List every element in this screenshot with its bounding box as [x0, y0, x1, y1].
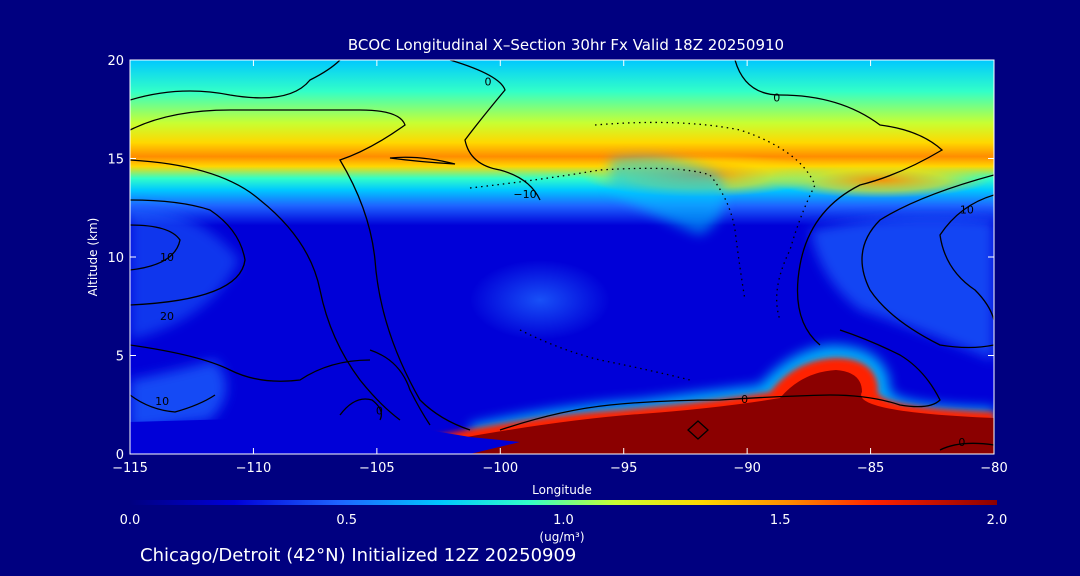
contour-line	[339, 398, 383, 421]
negative-contours	[469, 121, 816, 381]
colorbar	[130, 500, 997, 505]
contour-line	[499, 329, 941, 431]
contour-line	[130, 109, 471, 431]
x-axis-label: Longitude	[532, 483, 592, 497]
contour-line	[130, 394, 216, 413]
contour-line	[469, 167, 746, 301]
heatmap-blue-east	[810, 216, 994, 360]
contour-line	[130, 199, 246, 306]
contour-label: 10	[960, 204, 974, 217]
contour-line	[861, 174, 994, 349]
contour-label: 0	[484, 76, 491, 89]
contour-line	[130, 224, 181, 271]
terrain-mask	[130, 416, 520, 454]
contour-line	[130, 344, 371, 382]
contour-label: 20	[160, 310, 174, 323]
contour-line	[449, 60, 541, 201]
contour-label: 0	[376, 405, 383, 418]
contour-label: 10	[160, 251, 174, 264]
x-tick-label: −95	[610, 461, 637, 476]
colorbar-unit-label: (ug/m³)	[539, 530, 584, 544]
contour-labels: 0 0 −10 10 10 20 10 0 0 0	[155, 76, 974, 450]
contour-line	[389, 156, 456, 165]
x-axis: −115 −110 −105 −100 −95 −90 −85 −80	[112, 60, 1008, 476]
y-tick-label: 20	[107, 54, 124, 69]
x-tick-label: −100	[482, 461, 518, 476]
y-tick-label: 15	[107, 153, 124, 168]
contour-label: 0	[773, 91, 780, 104]
colorbar-tick-label: 2.0	[987, 513, 1008, 528]
contour-label: 10	[155, 395, 169, 408]
chart-title: BCOC Longitudinal X–Section 30hr Fx Vali…	[348, 36, 784, 54]
contour-label: 0	[741, 393, 748, 406]
y-axis-label: Altitude (km)	[86, 218, 100, 297]
heatmap-cyan-tongue	[610, 157, 725, 235]
colorbar-ticks: 0.0 0.5 1.0 1.5 2.0	[120, 513, 1008, 528]
heatmap-blue-southwest	[130, 360, 227, 430]
contour-line	[939, 194, 994, 321]
colorbar-tick-label: 1.0	[553, 513, 574, 528]
heatmap-darkred-core	[450, 370, 994, 454]
y-tick-label: 0	[116, 448, 124, 463]
colorbar-tick-label: 1.5	[770, 513, 791, 528]
contour-label: −10	[513, 188, 536, 201]
x-tick-label: −110	[236, 461, 272, 476]
contour-line	[687, 420, 709, 440]
colorbar-tick-label: 0.0	[120, 513, 141, 528]
x-tick-label: −90	[733, 461, 760, 476]
contour-lines	[130, 60, 994, 451]
heatmap-blue-mid	[470, 260, 610, 340]
heatmap-field	[130, 60, 994, 454]
x-tick-label: −105	[359, 461, 395, 476]
contour-line	[130, 60, 341, 101]
contour-line	[734, 60, 944, 346]
heatmap-blue-west	[130, 205, 240, 340]
y-tick-label: 5	[116, 350, 124, 365]
heatmap-orange-east	[770, 162, 990, 198]
contour-label: 0	[958, 436, 965, 449]
y-axis: 0 5 10 15 20	[107, 54, 994, 463]
x-tick-label: −115	[112, 461, 148, 476]
colorbar-tick-label: 0.5	[336, 513, 357, 528]
footer-caption: Chicago/Detroit (42°N) Initialized 12Z 2…	[140, 545, 576, 566]
y-tick-label: 10	[107, 251, 124, 266]
contour-line	[130, 159, 401, 421]
contour-line	[369, 349, 431, 426]
contour-line	[939, 442, 994, 451]
x-tick-label: −85	[857, 461, 884, 476]
x-tick-label: −80	[980, 461, 1007, 476]
